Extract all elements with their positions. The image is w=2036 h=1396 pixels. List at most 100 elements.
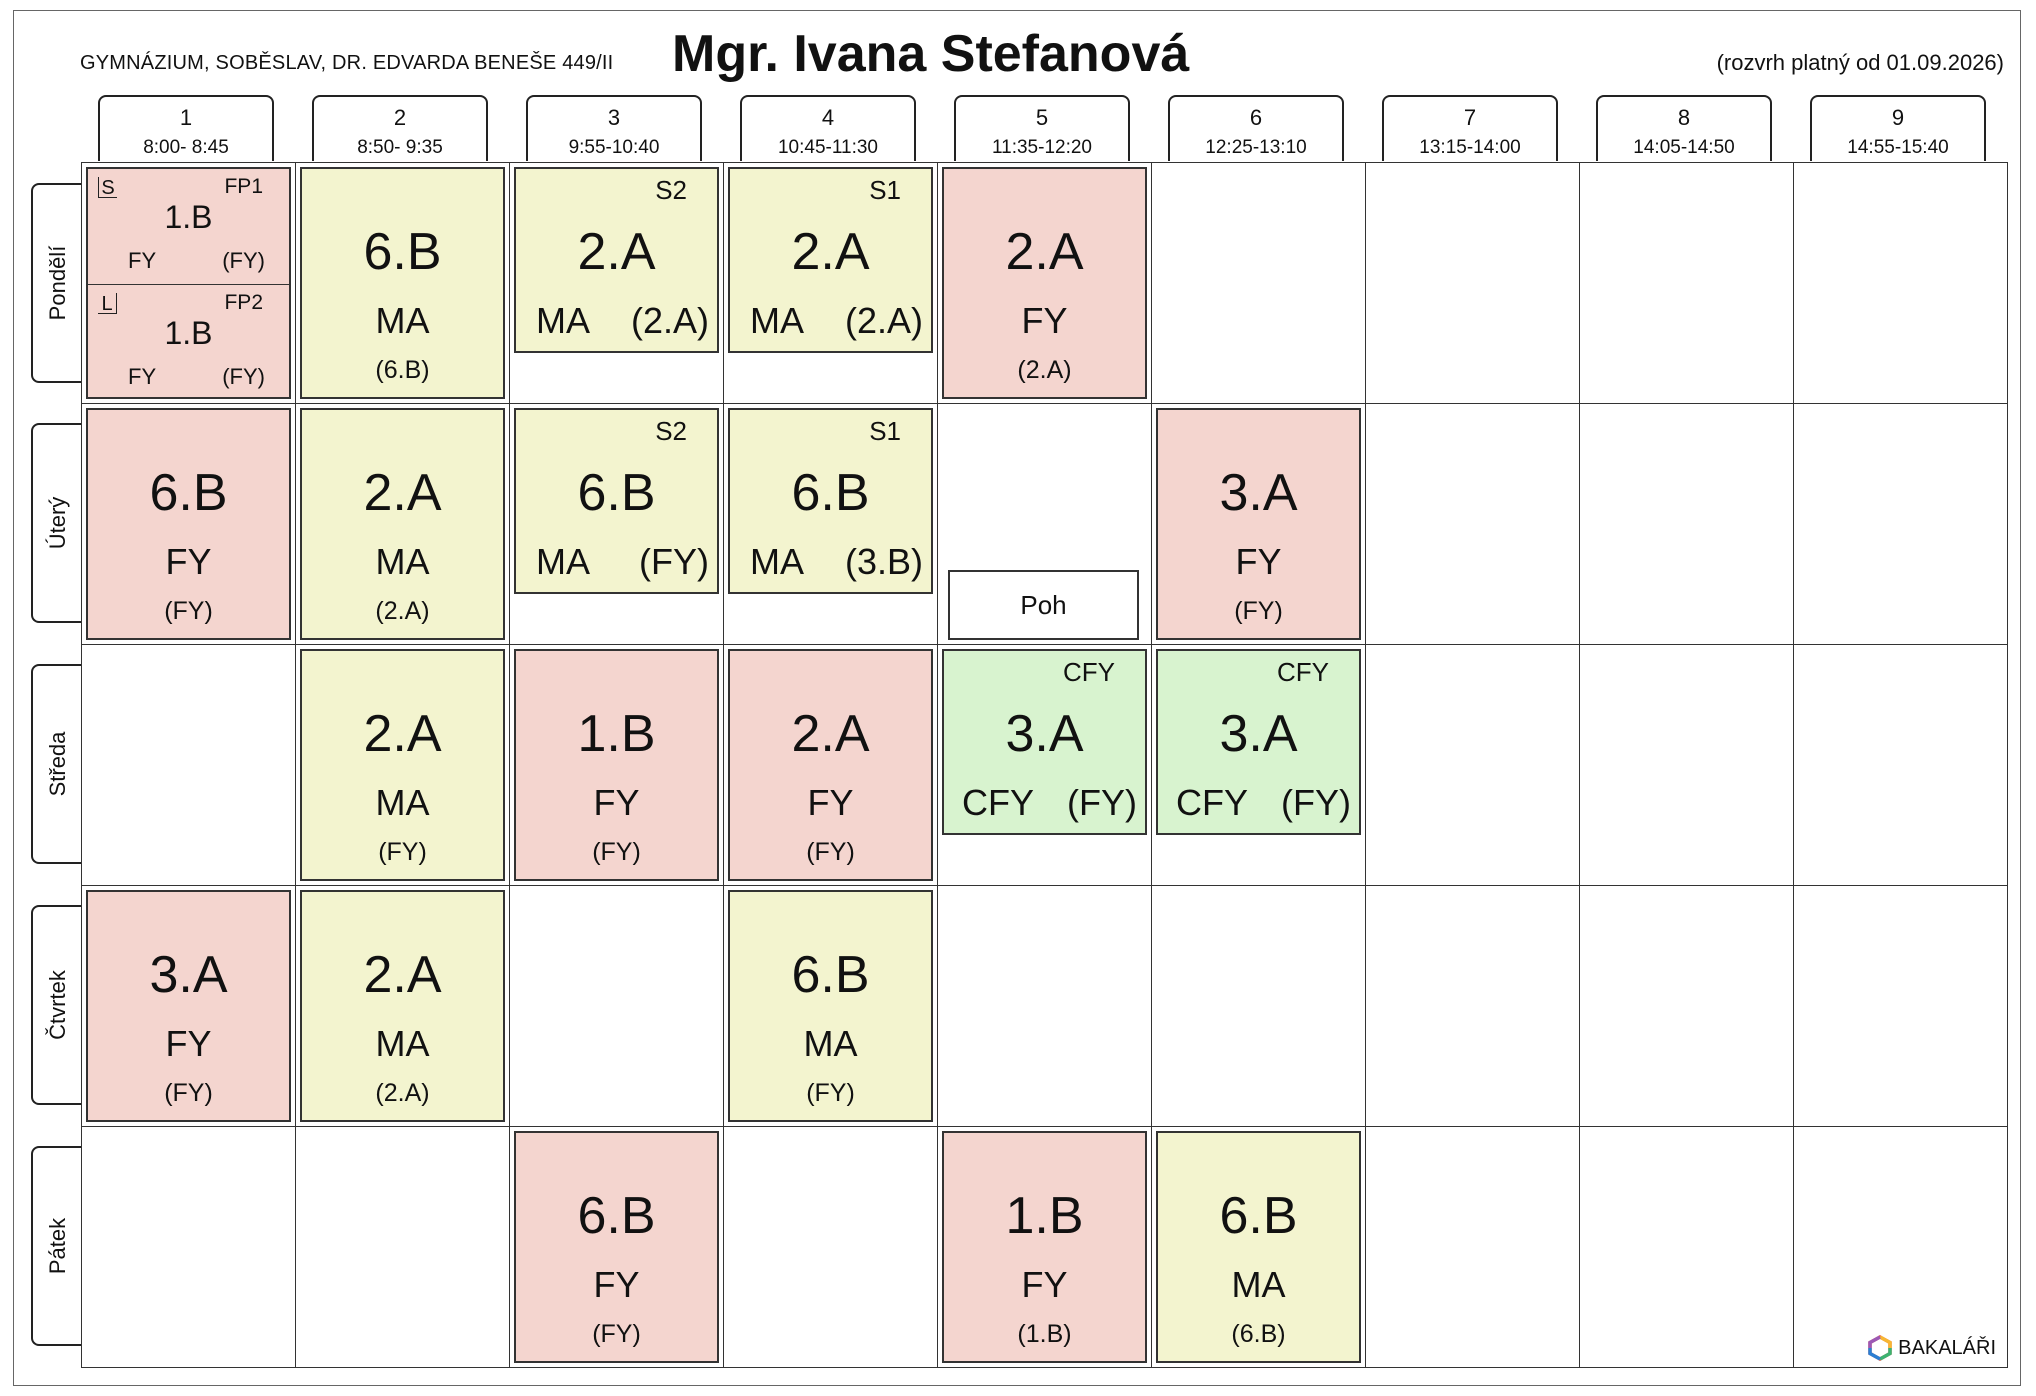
grid-cell: [1151, 885, 1366, 1127]
lesson-wed-5[interactable]: CFY 3.A CFY (FY): [942, 649, 1147, 835]
subject-label: MA: [803, 1023, 858, 1064]
school-name: GYMNÁZIUM, SOBĚSLAV, DR. EDVARDA BENEŠE …: [80, 52, 614, 74]
lesson-half-l: L FP2 1.B FY (FY): [88, 285, 289, 399]
room-label: (3.B): [844, 541, 923, 582]
subject-label: MA: [375, 300, 430, 341]
page-title: Mgr. Ivana Stefanová: [672, 25, 1190, 83]
grid-cell: [1793, 644, 2008, 886]
day-tab-wednesday: Středa: [31, 664, 82, 864]
subject-label: CFY: [962, 782, 1034, 823]
lesson-mon-5[interactable]: 2.A FY (2.A): [942, 167, 1147, 399]
period-header-5: 5 11:35-12:20: [954, 95, 1130, 161]
subject-label: FY: [1235, 541, 1282, 582]
lesson-half-s: S FP1 1.B FY (FY): [88, 169, 289, 285]
subject-label: MA: [536, 541, 590, 582]
subject-label: MA: [750, 300, 804, 341]
period-header-4: 4 10:45-11:30: [740, 95, 916, 161]
room-label: (FY): [806, 838, 855, 866]
grid-cell: [1579, 162, 1794, 404]
group-label: S2: [655, 175, 687, 205]
grid-cell: [1793, 162, 2008, 404]
lesson-wed-3[interactable]: 1.B FY (FY): [514, 649, 719, 881]
period-header-9: 9 14:55-15:40: [1810, 95, 1986, 161]
group-label: S1: [869, 416, 901, 446]
grid-cell: [937, 885, 1152, 1127]
class-label: 2.A: [363, 464, 442, 522]
class-label: 2.A: [791, 705, 870, 763]
grid-cell: [81, 1126, 296, 1368]
room-label: (2.A): [375, 597, 430, 625]
lesson-thu-1[interactable]: 3.A FY (FY): [86, 890, 291, 1122]
lesson-tue-6[interactable]: 3.A FY (FY): [1156, 408, 1361, 640]
class-label: 2.A: [1005, 223, 1084, 281]
period-header-1: 1 8:00- 8:45: [98, 95, 274, 161]
room-label: (FY): [164, 1079, 213, 1107]
lesson-wed-4[interactable]: 2.A FY (FY): [728, 649, 933, 881]
class-label: 2.A: [363, 946, 442, 1004]
lesson-tue-4[interactable]: S1 6.B MA (3.B): [728, 408, 933, 594]
class-label: 2.A: [577, 223, 656, 281]
lesson-tue-3[interactable]: S2 6.B MA (FY): [514, 408, 719, 594]
grid-cell: [1793, 1126, 2008, 1368]
group-mark-s: S: [98, 177, 117, 199]
class-label: 3.A: [1219, 464, 1298, 522]
lesson-thu-2[interactable]: 2.A MA (2.A): [300, 890, 505, 1122]
grid-cell: [1579, 885, 1794, 1127]
subject-label: MA: [536, 300, 590, 341]
grid-cell: [1151, 162, 1366, 404]
class-label: 1.B: [577, 705, 656, 763]
subject-label: MA: [375, 541, 430, 582]
group-label: CFY: [1277, 657, 1329, 687]
validity-note: (rozvrh platný od 01.09.2026): [1716, 50, 2004, 75]
room-label: (6.B): [375, 356, 430, 384]
lesson-mon-2[interactable]: 6.B MA (6.B): [300, 167, 505, 399]
lesson-mon-3[interactable]: S2 2.A MA (2.A): [514, 167, 719, 353]
grid-cell: [1365, 403, 1580, 645]
period-header-3: 3 9:55-10:40: [526, 95, 702, 161]
bakalari-logo: BAKALÁŘI: [1868, 1335, 1996, 1361]
subject-label: FY: [165, 541, 212, 582]
duty-poh[interactable]: Poh: [948, 570, 1139, 640]
room-label: (FY): [639, 541, 709, 582]
lesson-mon-4[interactable]: S1 2.A MA (2.A): [728, 167, 933, 353]
grid-cell: [723, 1126, 938, 1368]
grid-cell: [1365, 885, 1580, 1127]
class-label: 6.B: [577, 464, 656, 522]
grid-cell: [81, 644, 296, 886]
lesson-thu-4[interactable]: 6.B MA (FY): [728, 890, 933, 1122]
grid-cell: [1579, 644, 1794, 886]
room-label: (FY): [222, 364, 265, 389]
class-label: 6.B: [1219, 1187, 1298, 1245]
room-label: (1.B): [1017, 1320, 1072, 1348]
class-label: 6.B: [791, 946, 870, 1004]
room-label: (FY): [164, 597, 213, 625]
class-label: 1.B: [164, 199, 213, 235]
lesson-tue-1[interactable]: 6.B FY (FY): [86, 408, 291, 640]
class-label: 3.A: [1005, 705, 1084, 763]
class-label: 6.B: [577, 1187, 656, 1245]
grid-cell: [295, 1126, 510, 1368]
class-label: 2.A: [363, 705, 442, 763]
grid-cell: [1793, 403, 2008, 645]
day-tab-tuesday: Úterý: [31, 423, 82, 623]
period-header-6: 6 12:25-13:10: [1168, 95, 1344, 161]
day-tab-friday: Pátek: [31, 1146, 82, 1346]
subject-label: FY: [128, 364, 157, 389]
room-label: (FY): [806, 1079, 855, 1107]
class-label: 6.B: [149, 464, 228, 522]
class-label: 1.B: [164, 315, 213, 351]
period-header-7: 7 13:15-14:00: [1382, 95, 1558, 161]
lesson-tue-2[interactable]: 2.A MA (2.A): [300, 408, 505, 640]
lesson-fri-6[interactable]: 6.B MA (6.B): [1156, 1131, 1361, 1363]
lesson-wed-2[interactable]: 2.A MA (FY): [300, 649, 505, 881]
lesson-fri-3[interactable]: 6.B FY (FY): [514, 1131, 719, 1363]
lesson-fri-5[interactable]: 1.B FY (1.B): [942, 1131, 1147, 1363]
group-label: S2: [655, 416, 687, 446]
grid-cell: [1365, 1126, 1580, 1368]
grid-cell: [1793, 885, 2008, 1127]
day-tab-thursday: Čtvrtek: [31, 905, 82, 1105]
class-label: 2.A: [791, 223, 870, 281]
lesson-mon-1[interactable]: S FP1 1.B FY (FY) L FP2 1.B FY (FY): [86, 167, 291, 399]
room-label: (FY): [592, 838, 641, 866]
lesson-wed-6[interactable]: CFY 3.A CFY (FY): [1156, 649, 1361, 835]
